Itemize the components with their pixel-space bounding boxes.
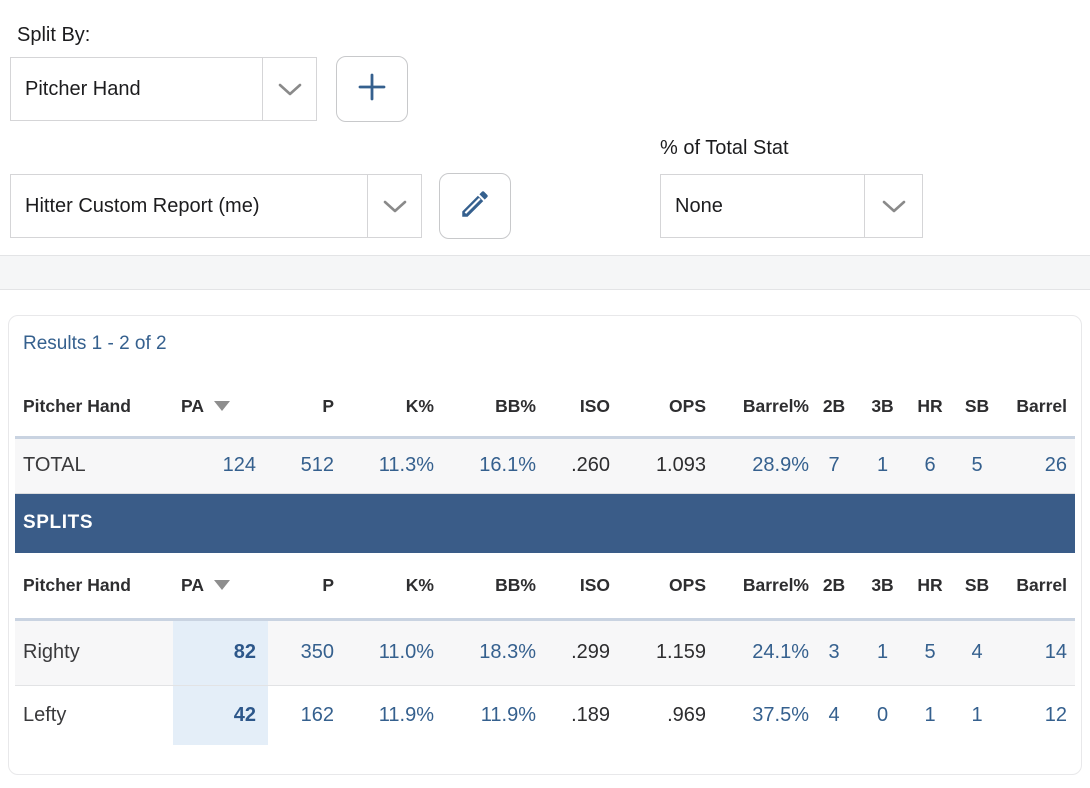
results-card: Results 1 - 2 of 2 Pitcher Hand PA P K% … (8, 315, 1082, 775)
lefty-hr[interactable]: 1 (906, 685, 954, 745)
sort-desc-icon (214, 579, 231, 590)
pct-of-total-select-value: None (675, 194, 723, 217)
col-header-pitcher-hand[interactable]: Pitcher Hand (23, 574, 131, 595)
righty-2b[interactable]: 3 (809, 617, 859, 686)
righty-iso: .299 (536, 617, 610, 686)
pct-of-total-select[interactable]: None (660, 174, 923, 238)
righty-bb-pct[interactable]: 18.3% (434, 617, 536, 686)
total-iso: .260 (536, 435, 610, 494)
plus-icon (356, 71, 388, 108)
chevron-down-icon (262, 58, 316, 120)
righty-pa[interactable]: 82 (173, 617, 268, 686)
righty-3b[interactable]: 1 (859, 617, 906, 686)
col-header-sb[interactable]: SB (964, 396, 990, 417)
righty-ops: 1.159 (610, 617, 706, 686)
pct-of-total-label: % of Total Stat (660, 137, 789, 159)
total-3b[interactable]: 1 (859, 435, 906, 494)
col-header-3b[interactable]: 3B (871, 574, 894, 595)
col-header-2b[interactable]: 2B (822, 574, 846, 595)
split-row-lefty: Lefty 42 162 11.9% 11.9% .189 .969 37.5%… (15, 685, 1075, 745)
table-header-row: Pitcher Hand PA P K% BB% ISO OPS Barrel%… (15, 553, 1075, 619)
split-row-label: Lefty (15, 685, 173, 745)
col-header-k-pct[interactable]: K% (405, 396, 434, 417)
righty-barrel[interactable]: 14 (1000, 617, 1075, 686)
col-header-pitcher-hand[interactable]: Pitcher Hand (23, 396, 131, 417)
righty-hr[interactable]: 5 (906, 617, 954, 686)
total-barrel-pct[interactable]: 28.9% (706, 435, 809, 494)
results-summary: Results 1 - 2 of 2 (23, 333, 167, 354)
col-header-pa[interactable]: PA (173, 378, 268, 437)
col-header-2b[interactable]: 2B (822, 396, 846, 417)
col-header-bb-pct[interactable]: BB% (495, 396, 536, 417)
splits-section-header: SPLITS (15, 493, 1075, 553)
table-header-row: Pitcher Hand PA P K% BB% ISO OPS Barrel%… (15, 378, 1075, 437)
report-select[interactable]: Hitter Custom Report (me) (10, 174, 422, 238)
col-header-hr[interactable]: HR (917, 396, 943, 417)
col-header-barrel-pct[interactable]: Barrel% (742, 574, 809, 595)
col-header-iso[interactable]: ISO (579, 574, 610, 595)
total-pa[interactable]: 124 (173, 435, 268, 494)
col-header-iso[interactable]: ISO (579, 396, 610, 417)
total-ops: 1.093 (610, 435, 706, 494)
col-header-pa[interactable]: PA (173, 553, 268, 619)
col-header-pa-label: PA (181, 574, 205, 595)
col-header-barrel[interactable]: Barrel (1016, 574, 1067, 595)
edit-report-button[interactable] (439, 173, 511, 239)
total-sb[interactable]: 5 (954, 435, 1000, 494)
split-row-label: Righty (15, 617, 173, 686)
stats-table: Pitcher Hand PA P K% BB% ISO OPS Barrel%… (15, 378, 1075, 745)
total-k-pct[interactable]: 11.3% (334, 435, 434, 494)
col-header-hr[interactable]: HR (917, 574, 943, 595)
lefty-2b[interactable]: 4 (809, 685, 859, 745)
chevron-down-icon (864, 175, 922, 237)
lefty-bb-pct[interactable]: 11.9% (434, 685, 536, 745)
lefty-pa[interactable]: 42 (173, 685, 268, 745)
col-header-ops[interactable]: OPS (669, 396, 706, 417)
lefty-barrel[interactable]: 12 (1000, 685, 1075, 745)
report-select-value: Hitter Custom Report (me) (25, 194, 260, 217)
total-bb-pct[interactable]: 16.1% (434, 435, 536, 494)
lefty-k-pct[interactable]: 11.9% (334, 685, 434, 745)
col-header-pa-label: PA (181, 396, 205, 417)
col-header-barrel-pct[interactable]: Barrel% (742, 396, 809, 417)
righty-barrel-pct[interactable]: 24.1% (706, 617, 809, 686)
chevron-down-icon (367, 175, 421, 237)
lefty-sb[interactable]: 1 (954, 685, 1000, 745)
col-header-sb[interactable]: SB (964, 574, 990, 595)
total-p[interactable]: 512 (268, 435, 334, 494)
col-header-p[interactable]: P (322, 574, 334, 595)
lefty-3b[interactable]: 0 (859, 685, 906, 745)
righty-sb[interactable]: 4 (954, 617, 1000, 686)
lefty-p[interactable]: 162 (268, 685, 334, 745)
total-row: TOTAL 124 512 11.3% 16.1% .260 1.093 28.… (15, 435, 1075, 494)
col-header-barrel[interactable]: Barrel (1016, 396, 1067, 417)
total-hr[interactable]: 6 (906, 435, 954, 494)
total-2b[interactable]: 7 (809, 435, 859, 494)
sort-desc-icon (214, 401, 231, 412)
lefty-iso: .189 (536, 685, 610, 745)
split-by-label: Split By: (17, 24, 91, 46)
col-header-p[interactable]: P (322, 396, 334, 417)
righty-p[interactable]: 350 (268, 617, 334, 686)
righty-k-pct[interactable]: 11.0% (334, 617, 434, 686)
add-split-button[interactable] (336, 56, 408, 122)
lefty-barrel-pct[interactable]: 37.5% (706, 685, 809, 745)
divider-band (0, 255, 1090, 290)
total-barrel[interactable]: 26 (1000, 435, 1075, 494)
col-header-3b[interactable]: 3B (871, 396, 894, 417)
lefty-ops: .969 (610, 685, 706, 745)
pencil-icon (458, 187, 492, 226)
col-header-bb-pct[interactable]: BB% (495, 574, 536, 595)
split-by-select-value: Pitcher Hand (25, 77, 141, 100)
col-header-k-pct[interactable]: K% (405, 574, 434, 595)
splits-section-label: SPLITS (15, 493, 1075, 553)
col-header-ops[interactable]: OPS (669, 574, 706, 595)
total-row-label: TOTAL (15, 435, 173, 494)
split-by-select[interactable]: Pitcher Hand (10, 57, 317, 121)
split-row-righty: Righty 82 350 11.0% 18.3% .299 1.159 24.… (15, 617, 1075, 686)
